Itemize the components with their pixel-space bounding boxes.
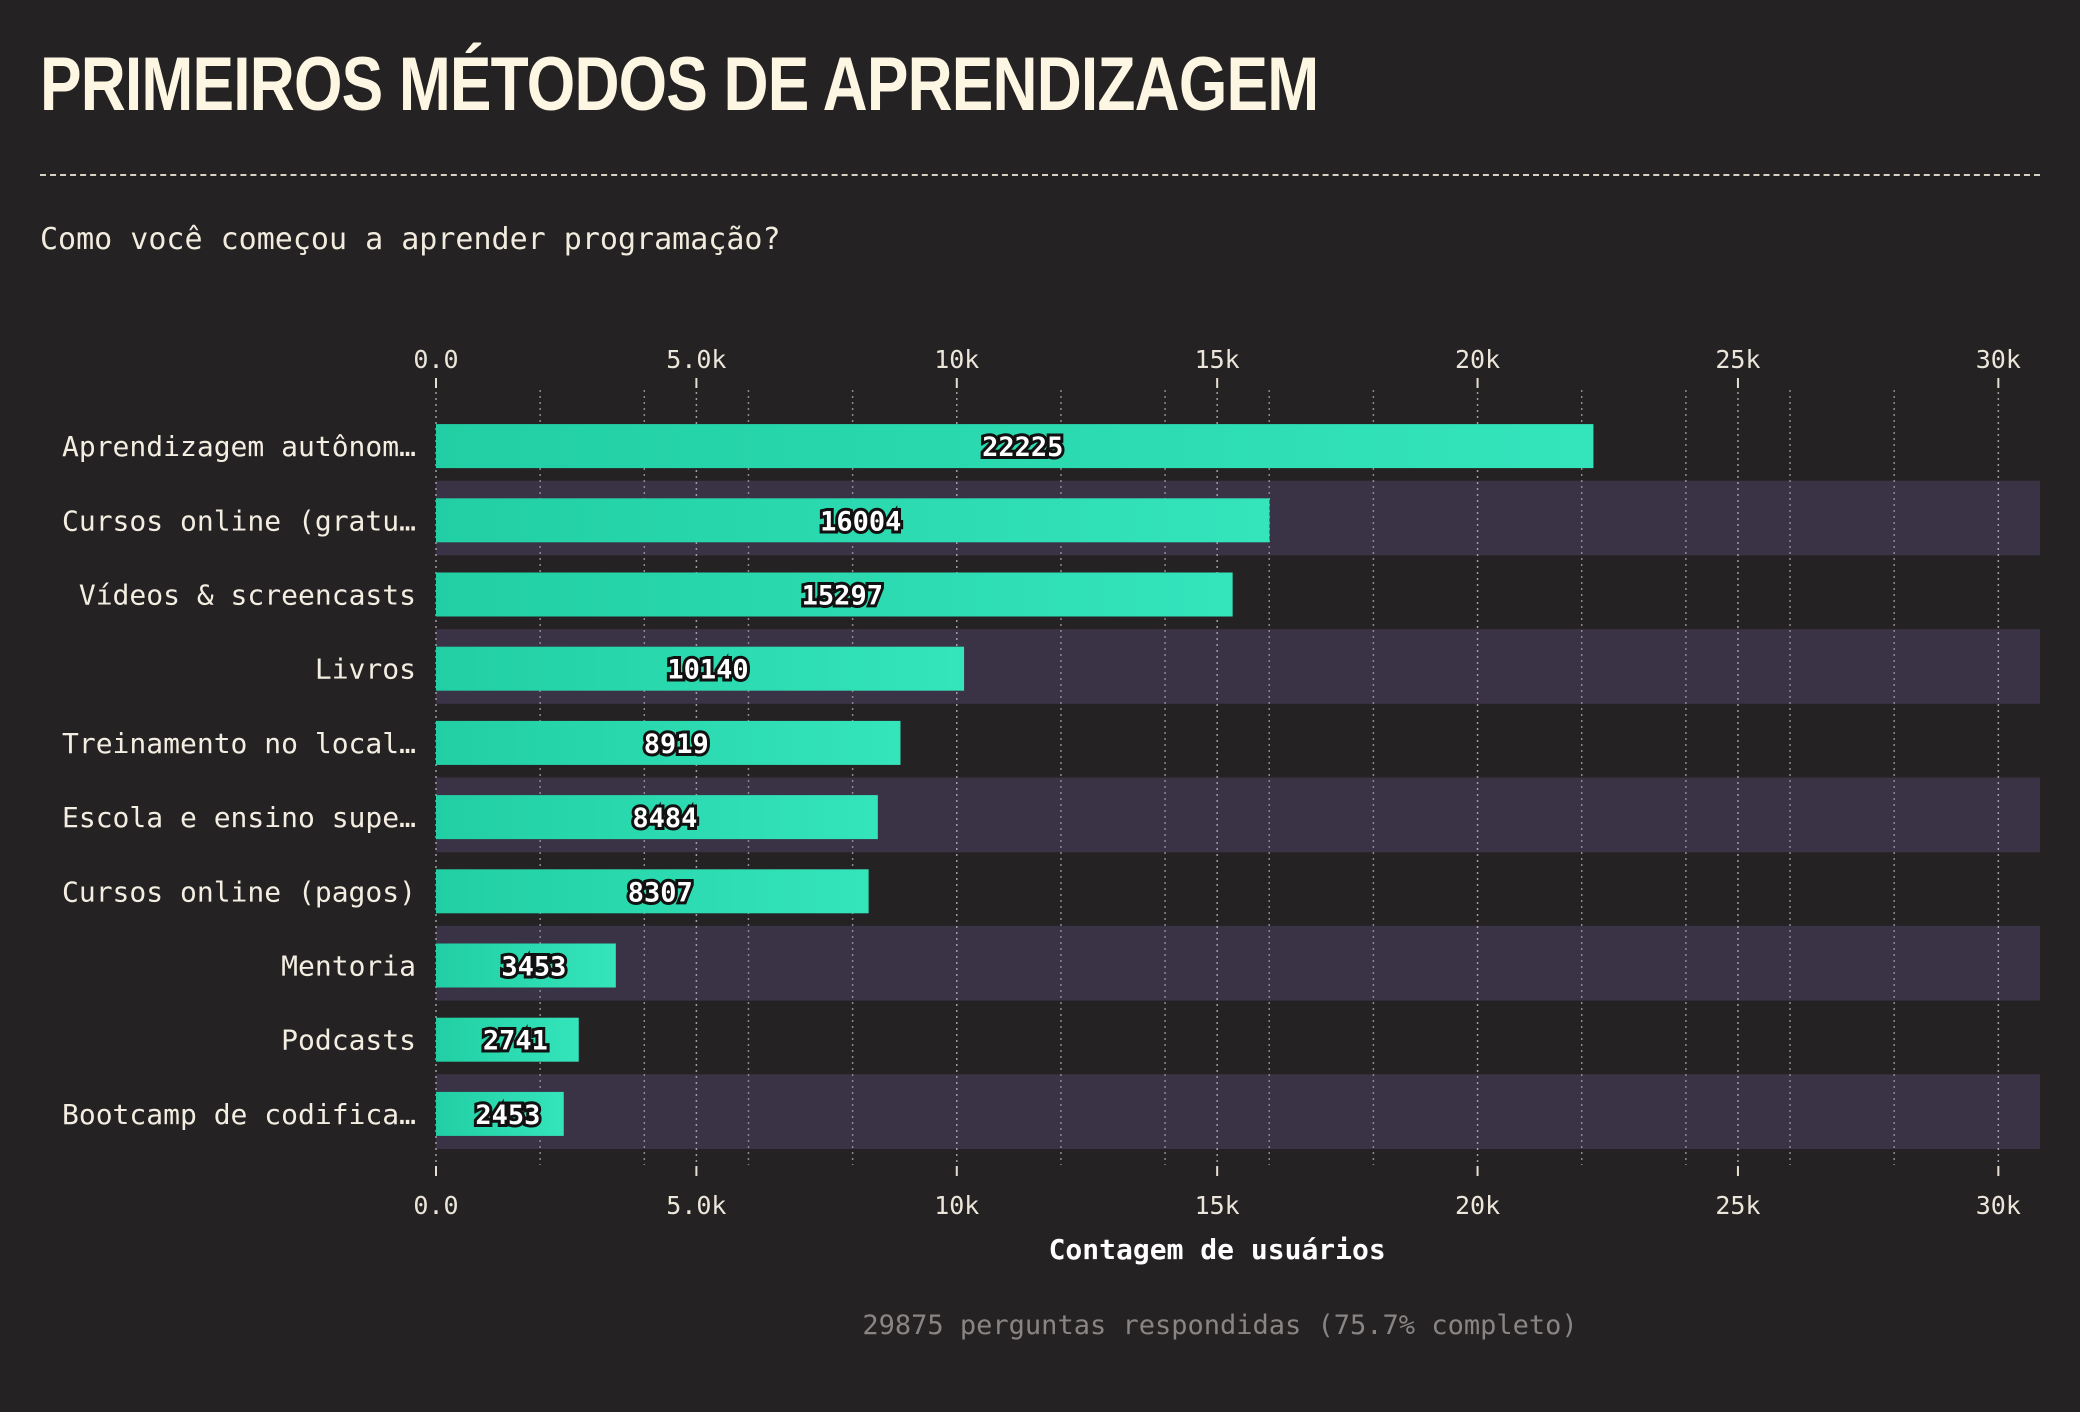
title-divider <box>40 174 2040 176</box>
top-tick-label: 5.0k <box>666 345 726 374</box>
bottom-tick-label: 30k <box>1976 1191 2021 1220</box>
top-tick-label: 10k <box>934 345 979 374</box>
x-axis-title: Contagem de usuários <box>1049 1233 1386 1266</box>
bar <box>436 424 1594 469</box>
bottom-tick-label: 5.0k <box>666 1191 726 1220</box>
bar <box>436 1091 564 1136</box>
bar <box>436 572 1233 617</box>
top-tick-label: 0.0 <box>413 345 458 374</box>
top-tick-label: 15k <box>1195 345 1240 374</box>
category-label: Aprendizagem autônom… <box>62 430 416 463</box>
bar <box>436 795 878 840</box>
bar <box>436 498 1270 543</box>
value-label: 2741 <box>483 1026 548 1057</box>
top-tick-label: 25k <box>1715 345 1760 374</box>
row-band <box>436 1074 2040 1149</box>
category-label: Livros <box>315 653 416 686</box>
value-label: 22225 <box>982 432 1063 463</box>
category-label: Mentoria <box>281 950 416 983</box>
bottom-tick-label: 15k <box>1195 1191 1240 1220</box>
bar <box>436 869 869 914</box>
value-label: 10140 <box>667 655 748 686</box>
category-label: Vídeos & screencasts <box>79 579 416 612</box>
bar <box>436 720 901 765</box>
bottom-tick-label: 10k <box>934 1191 979 1220</box>
bar <box>436 646 965 691</box>
bottom-tick-label: 20k <box>1455 1191 1500 1220</box>
category-label: Escola e ensino supe… <box>62 801 416 834</box>
top-tick-label: 20k <box>1455 345 1500 374</box>
category-label: Cursos online (gratu… <box>62 504 416 537</box>
responses-footnote: 29875 perguntas respondidas (75.7% compl… <box>862 1310 1578 1341</box>
category-label: Treinamento no local… <box>62 727 416 760</box>
bar <box>436 1017 579 1062</box>
value-label: 16004 <box>820 506 901 537</box>
bar <box>436 943 616 988</box>
bottom-tick-label: 0.0 <box>413 1191 458 1220</box>
category-label: Podcasts <box>281 1024 416 1057</box>
value-label: 8919 <box>644 729 709 760</box>
bottom-tick-label: 25k <box>1715 1191 1760 1220</box>
value-label: 2453 <box>475 1100 540 1131</box>
row-band <box>436 925 2040 1001</box>
category-label: Cursos online (pagos) <box>62 875 416 908</box>
chart-subtitle: Como você começou a aprender programação… <box>40 222 781 257</box>
value-label: 3453 <box>501 952 566 983</box>
chart-title: PRIMEIROS MÉTODOS DE APRENDIZAGEM <box>40 42 1319 127</box>
value-label: 15297 <box>802 581 883 612</box>
value-label: 8484 <box>632 803 697 834</box>
top-tick-label: 30k <box>1976 345 2021 374</box>
value-label: 8307 <box>628 877 693 908</box>
category-label: Bootcamp de codifica… <box>62 1098 416 1131</box>
